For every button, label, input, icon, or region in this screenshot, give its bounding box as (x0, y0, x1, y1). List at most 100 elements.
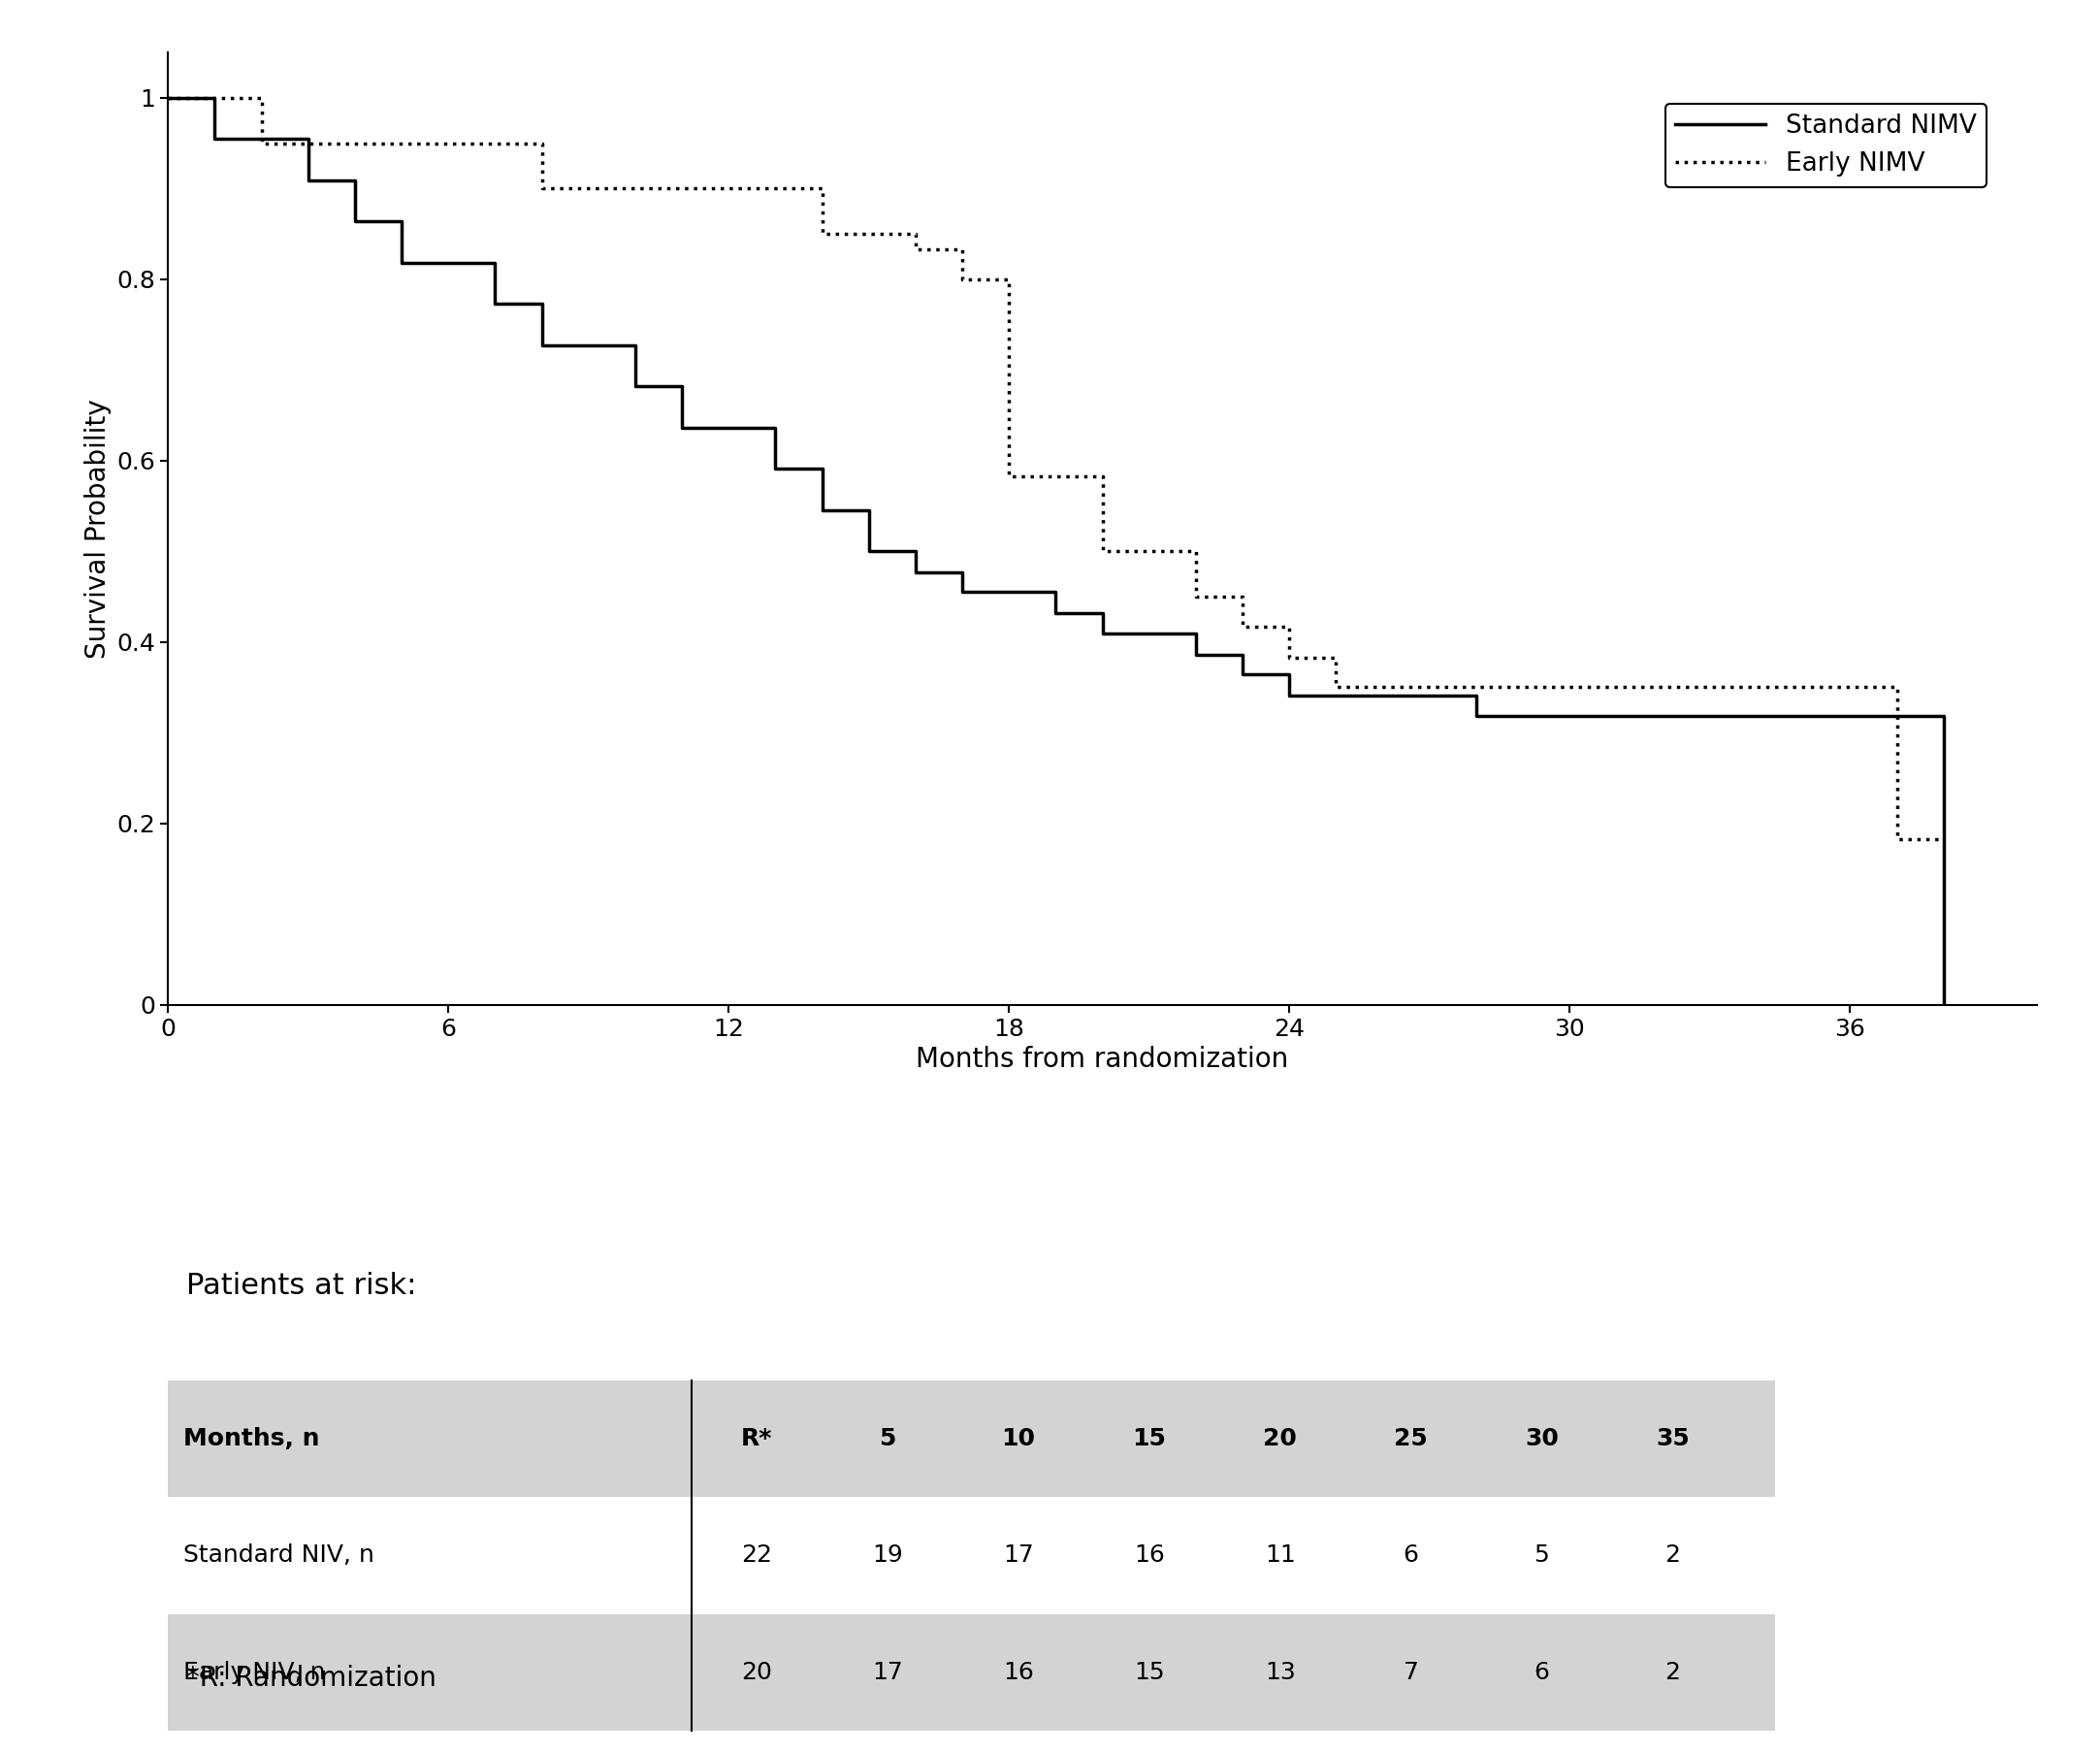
Standard NIMV (808, 458, 834, 479)
Standard NIMV (342, 210, 368, 231)
Early NIMV (903, 238, 928, 259)
Text: 25: 25 (1394, 1427, 1428, 1450)
Early NIMV (342, 133, 368, 154)
Standard NIMV (1277, 685, 1302, 706)
Standard NIMV (1930, 706, 1955, 727)
Standard NIMV (903, 561, 928, 582)
Standard NIMV (622, 375, 647, 396)
Early NIMV (1884, 677, 1909, 698)
Text: *R: Randomization: *R: Randomization (187, 1665, 437, 1692)
Standard NIMV (388, 252, 414, 273)
Early NIMV (1277, 647, 1302, 668)
Standard NIMV (670, 375, 695, 396)
Standard NIMV (1464, 706, 1489, 727)
Early NIMV (342, 133, 368, 154)
Standard NIMV (949, 582, 974, 603)
Early NIMV (1184, 586, 1210, 607)
Standard NIMV (670, 417, 695, 438)
Early NIMV (1930, 827, 1955, 848)
Standard NIMV (529, 293, 554, 314)
Standard NIMV (1930, 994, 1955, 1015)
Legend: Standard NIMV, Early NIMV: Standard NIMV, Early NIMV (1665, 103, 1987, 188)
Standard NIMV (1184, 643, 1210, 664)
Early NIMV (995, 466, 1021, 487)
Early NIMV (435, 133, 460, 154)
Early NIMV (1231, 615, 1256, 636)
Bar (168, 1497, 1775, 1615)
Early NIMV (1369, 677, 1394, 698)
Standard NIMV (483, 252, 508, 273)
Text: 15: 15 (1134, 1660, 1166, 1685)
Standard NIMV (622, 335, 647, 356)
Early NIMV (1277, 615, 1302, 636)
Standard NIMV (202, 128, 227, 149)
Standard NIMV (342, 170, 368, 191)
Standard NIMV (1323, 685, 1348, 706)
Standard NIMV (903, 540, 928, 561)
Standard NIMV (296, 170, 321, 191)
Text: 16: 16 (1004, 1660, 1033, 1685)
Text: 5: 5 (880, 1427, 897, 1450)
Early NIMV (1369, 677, 1394, 698)
Standard NIMV (1277, 664, 1302, 685)
Early NIMV (995, 268, 1021, 289)
Early NIMV (1231, 586, 1256, 607)
Early NIMV (1323, 647, 1348, 668)
Early NIMV (949, 238, 974, 259)
Text: 15: 15 (1132, 1427, 1166, 1450)
Bar (168, 1380, 1775, 1497)
Text: 7: 7 (1403, 1660, 1420, 1685)
Standard NIMV (1044, 603, 1069, 624)
Standard NIMV (529, 335, 554, 356)
Text: Months, n: Months, n (183, 1427, 319, 1450)
Standard NIMV (808, 500, 834, 521)
Early NIMV (248, 133, 273, 154)
Standard NIMV (388, 210, 414, 231)
Standard NIMV (483, 293, 508, 314)
Text: 16: 16 (1134, 1544, 1166, 1567)
Early NIMV (435, 133, 460, 154)
Text: 10: 10 (1002, 1427, 1035, 1450)
Text: 20: 20 (1262, 1427, 1298, 1450)
Standard NIMV (202, 88, 227, 109)
Text: 5: 5 (1535, 1544, 1550, 1567)
Standard NIMV (155, 88, 181, 109)
Early NIMV (1184, 540, 1210, 561)
X-axis label: Months from randomization: Months from randomization (916, 1047, 1289, 1073)
Standard NIMV (857, 500, 882, 521)
Standard NIMV (1184, 624, 1210, 645)
Text: 2: 2 (1665, 1660, 1680, 1685)
Text: R*: R* (741, 1427, 773, 1450)
Text: Patients at risk:: Patients at risk: (187, 1273, 418, 1301)
Standard NIMV (1090, 603, 1115, 624)
Early NIMV (949, 268, 974, 289)
Text: 13: 13 (1264, 1660, 1296, 1685)
Early NIMV (248, 88, 273, 109)
Standard NIMV (949, 561, 974, 582)
Standard NIMV (1090, 624, 1115, 645)
Text: 30: 30 (1525, 1427, 1558, 1450)
Standard NIMV (296, 128, 321, 149)
Text: Standard NIV, n: Standard NIV, n (183, 1544, 374, 1567)
Early NIMV (808, 179, 834, 200)
Early NIMV (808, 223, 834, 244)
Text: 22: 22 (741, 1544, 773, 1567)
Bar (168, 1615, 1775, 1730)
Early NIMV (155, 88, 181, 109)
Standard NIMV (857, 540, 882, 561)
Text: 35: 35 (1655, 1427, 1688, 1450)
Standard NIMV (1044, 582, 1069, 603)
Standard NIMV (1464, 685, 1489, 706)
Line: Early NIMV: Early NIMV (168, 98, 1943, 838)
Y-axis label: Survival Probability: Survival Probability (84, 398, 111, 659)
Standard NIMV (762, 458, 788, 479)
Text: 6: 6 (1403, 1544, 1420, 1567)
Early NIMV (1930, 827, 1955, 848)
Text: Early NIV, n: Early NIV, n (183, 1660, 326, 1685)
Early NIMV (1884, 827, 1909, 848)
Early NIMV (1090, 540, 1115, 561)
Text: 11: 11 (1264, 1544, 1296, 1567)
Text: 2: 2 (1665, 1544, 1680, 1567)
Text: 19: 19 (871, 1544, 903, 1567)
Early NIMV (529, 179, 554, 200)
